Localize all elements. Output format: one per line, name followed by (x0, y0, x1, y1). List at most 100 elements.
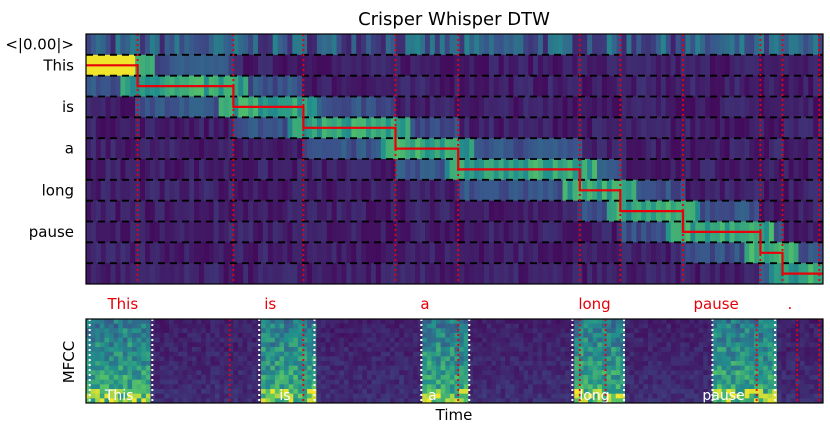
heatmap-cell (420, 75, 426, 97)
mfcc-cell (574, 375, 580, 381)
heatmap-cell (184, 263, 190, 284)
heatmap-cell (380, 54, 387, 77)
mfcc-cell (514, 328, 520, 334)
heatmap-cell (267, 179, 274, 202)
mfcc-cell (537, 384, 543, 390)
mfcc-cell (187, 389, 193, 395)
heatmap-cell (621, 159, 628, 181)
heatmap-cell (469, 54, 475, 77)
mfcc-cell (150, 389, 156, 395)
mfcc-cell (588, 393, 594, 399)
mfcc-cell (698, 375, 704, 381)
mfcc-cell (629, 384, 635, 390)
mfcc-cell (261, 398, 267, 403)
mfcc-cell (459, 365, 465, 371)
heatmap-cell (110, 96, 117, 118)
heatmap-cell (257, 159, 264, 181)
heatmap-cell (287, 221, 293, 243)
heatmap-cell (267, 54, 274, 77)
heatmap-cell (542, 138, 549, 160)
mfcc-cell (698, 384, 704, 390)
mfcc-cell (265, 398, 271, 403)
mfcc-cell (394, 342, 400, 348)
mfcc-cell (730, 319, 736, 325)
mfcc-cell (500, 323, 506, 329)
heatmap-cell (385, 54, 392, 77)
mfcc-cell (601, 393, 608, 399)
mfcc-cell (233, 347, 239, 353)
mfcc-cell (297, 342, 303, 348)
mfcc-cell (417, 319, 423, 325)
heatmap-cell (493, 263, 500, 284)
mfcc-cell (187, 356, 193, 362)
heatmap-cell (144, 138, 151, 160)
mfcc-cell (592, 323, 598, 329)
mfcc-cell (311, 356, 317, 362)
heatmap-cell (395, 263, 402, 284)
heatmap-cell (169, 138, 176, 160)
heatmap-cell (764, 263, 770, 284)
heatmap-cell (818, 242, 823, 264)
mfcc-cell (509, 337, 515, 343)
heatmap-cell (154, 242, 161, 264)
mfcc-cell (270, 370, 276, 376)
heatmap-cell (744, 96, 750, 118)
mfcc-cell (357, 328, 363, 334)
mfcc-cell (279, 319, 285, 325)
mfcc-cell (523, 347, 529, 353)
mfcc-cell (376, 347, 382, 353)
heatmap-cell (203, 159, 210, 181)
mfcc-cell (523, 342, 529, 348)
mfcc-cell (155, 342, 161, 348)
mfcc-cell (509, 342, 515, 348)
mfcc-cell (776, 319, 783, 325)
mfcc-cell (670, 375, 677, 381)
mfcc-cell (86, 384, 92, 390)
mfcc-cell (666, 384, 672, 390)
heatmap-cell (282, 200, 289, 222)
mfcc-cell (505, 361, 511, 367)
heatmap-cell (754, 242, 760, 264)
mfcc-cell (597, 351, 603, 357)
heatmap-cell (425, 159, 431, 181)
heatmap-cell (538, 117, 544, 139)
heatmap-cell (292, 179, 298, 202)
mfcc-cell (219, 319, 225, 325)
heatmap-cell (498, 263, 505, 284)
mfcc-cell (578, 342, 584, 348)
mfcc-cell (670, 365, 677, 371)
mfcc-cell (201, 337, 207, 343)
mfcc-cell (463, 351, 469, 357)
mfcc-cell (744, 370, 750, 376)
mfcc-cell (371, 389, 377, 395)
mfcc-cell (482, 333, 488, 339)
mfcc-cell (431, 356, 437, 362)
heatmap-cell (385, 96, 392, 118)
mfcc-cell (343, 319, 350, 325)
mfcc-cell (127, 384, 133, 390)
mfcc-cell (366, 356, 373, 362)
mfcc-cell (357, 384, 363, 390)
mfcc-cell (390, 365, 396, 371)
mfcc-cell (818, 337, 823, 343)
mfcc-cell (717, 328, 723, 334)
mfcc-cell (818, 328, 823, 334)
mfcc-cell (219, 375, 225, 381)
heatmap-cell (449, 159, 456, 181)
mfcc-cell (565, 319, 571, 325)
mfcc-cell (588, 356, 594, 362)
mfcc-cell (242, 365, 248, 371)
token-tick-label: <|0.00|> (5, 35, 74, 53)
mfcc-cell (749, 398, 755, 403)
heatmap-cell (385, 263, 392, 284)
heatmap-cell (203, 138, 210, 160)
mfcc-cell (707, 342, 713, 348)
heatmap-cell (130, 34, 136, 56)
mfcc-cell (694, 356, 700, 362)
heatmap-cell (312, 263, 318, 284)
heatmap-cell (336, 221, 343, 243)
mfcc-cell (776, 398, 783, 403)
mfcc-cell (270, 365, 276, 371)
mfcc-cell (390, 389, 396, 395)
mfcc-cell (551, 342, 557, 348)
